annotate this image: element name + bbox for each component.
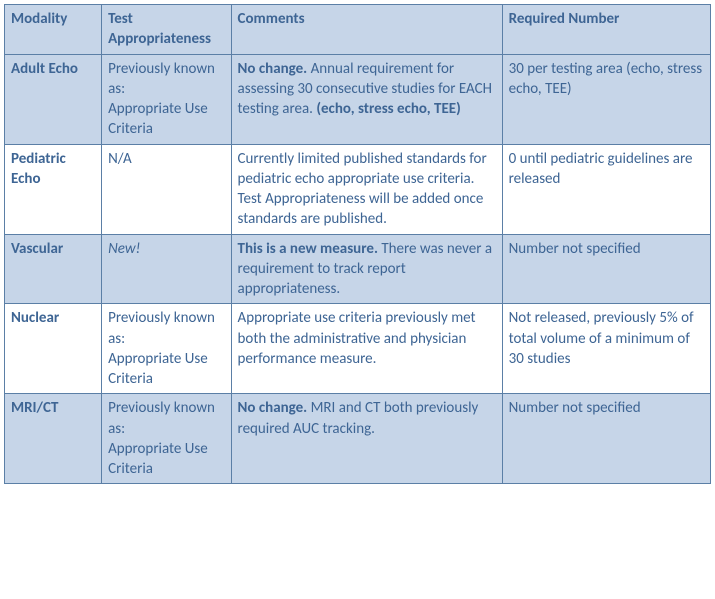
table-body: Adult EchoPreviously known as: Appropria… <box>5 54 711 484</box>
cell-comments: No change. MRI and CT both previously re… <box>231 394 502 484</box>
table-row: VascularNew!This is a new measure. There… <box>5 234 711 304</box>
table-row: Pediatric EchoN/ACurrently limited publi… <box>5 144 711 234</box>
cell-required: 30 per testing area (echo, stress echo, … <box>502 54 710 144</box>
cell-comments: No change. Annual requirement for assess… <box>231 54 502 144</box>
table-row: NuclearPreviously known as: Appropriate … <box>5 304 711 394</box>
header-comments: Comments <box>231 5 502 55</box>
cell-appropriateness: Previously known as: Appropriate Use Cri… <box>102 394 231 484</box>
cell-modality: Adult Echo <box>5 54 102 144</box>
table-row: MRI/CTPreviously known as: Appropriate U… <box>5 394 711 484</box>
cell-appropriateness: New! <box>102 234 231 304</box>
modality-table: Modality Test Appropriateness Comments R… <box>4 4 711 484</box>
cell-modality: Nuclear <box>5 304 102 394</box>
table-row: Adult EchoPreviously known as: Appropria… <box>5 54 711 144</box>
cell-comments: Appropriate use criteria previously met … <box>231 304 502 394</box>
cell-modality: Pediatric Echo <box>5 144 102 234</box>
cell-required: Number not specified <box>502 394 710 484</box>
cell-required: 0 until pediatric guidelines are release… <box>502 144 710 234</box>
header-appropriateness: Test Appropriateness <box>102 5 231 55</box>
cell-appropriateness: Previously known as: Appropriate Use Cri… <box>102 54 231 144</box>
cell-required: Number not specified <box>502 234 710 304</box>
cell-modality: MRI/CT <box>5 394 102 484</box>
header-required: Required Number <box>502 5 710 55</box>
cell-appropriateness: N/A <box>102 144 231 234</box>
cell-modality: Vascular <box>5 234 102 304</box>
cell-required: Not released, previously 5% of total vol… <box>502 304 710 394</box>
cell-appropriateness: Previously known as: Appropriate Use Cri… <box>102 304 231 394</box>
header-modality: Modality <box>5 5 102 55</box>
cell-comments: This is a new measure. There was never a… <box>231 234 502 304</box>
cell-comments: Currently limited published standards fo… <box>231 144 502 234</box>
header-row: Modality Test Appropriateness Comments R… <box>5 5 711 55</box>
